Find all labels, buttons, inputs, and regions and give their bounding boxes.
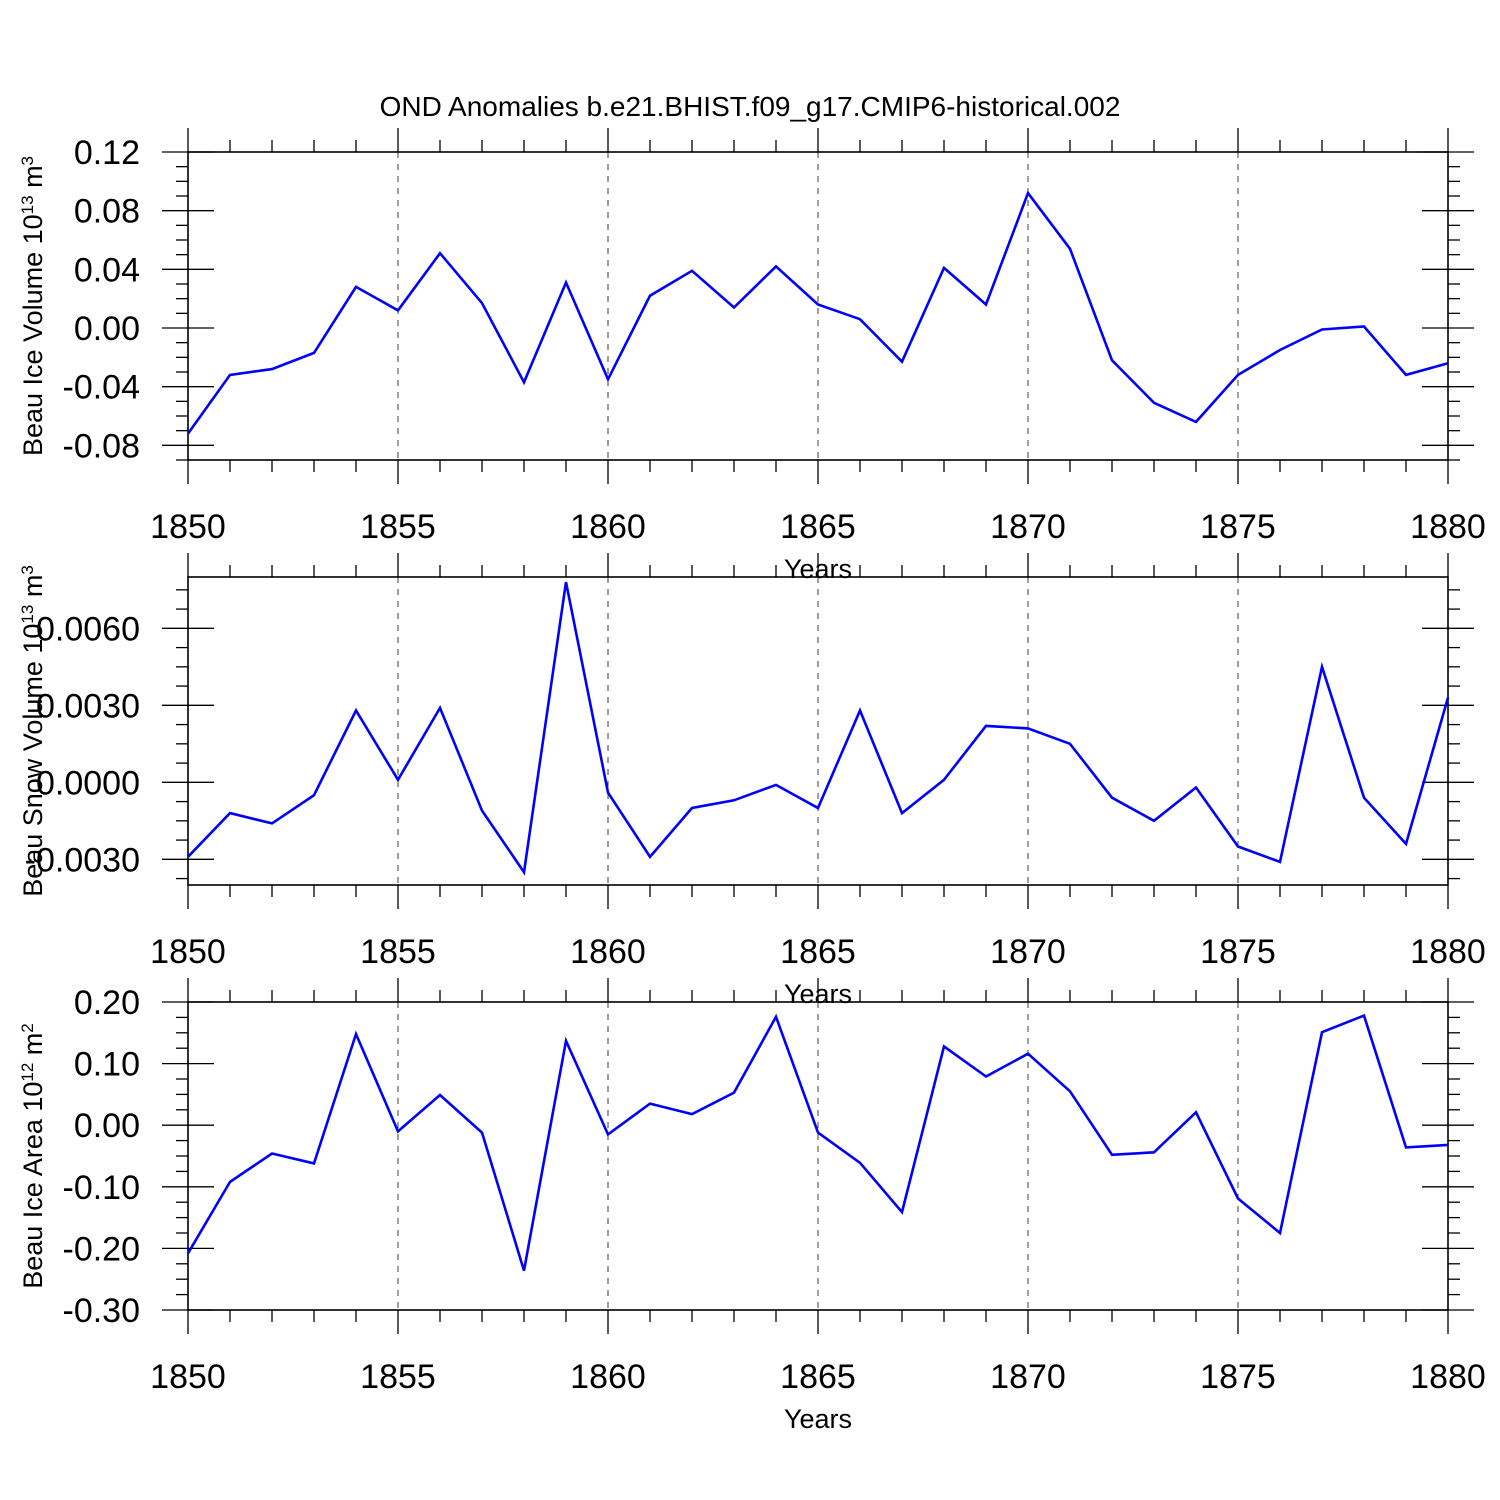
- x-tick-label: 1850: [150, 508, 226, 546]
- y-axis-title-sup: 13: [18, 195, 37, 214]
- plot-frame: [187, 1001, 1449, 1311]
- x-tick-label: 1865: [780, 933, 856, 971]
- x-tick-label: 1850: [150, 933, 226, 971]
- y-tick-label: 0.0030: [36, 687, 140, 725]
- chart-panels: 1850 1855 1860 1865 1870 1875 1880 -0.08 -0.04 0.…: [18, 128, 1486, 1434]
- y-axis-title-sup: 13: [18, 605, 37, 624]
- x-tick-label: 1865: [780, 1358, 856, 1396]
- chart-panel-1: 1850 1855 1860 1865 1870 1875 1880 -0.08 -0.04 0.…: [18, 128, 1486, 584]
- y-tick-label: 0.10: [74, 1046, 140, 1084]
- y-tick-label: 0.12: [74, 134, 140, 172]
- y-axis-title-main: Beau Ice Volume 10: [18, 214, 48, 456]
- chart-title: OND Anomalies b.e21.BHIST.f09_g17.CMIP6-…: [380, 91, 1121, 122]
- series-line: [186, 190, 1449, 435]
- series-line: [186, 1013, 1449, 1271]
- x-tick-label: 1880: [1410, 508, 1486, 546]
- y-tick-label: 0.00: [74, 310, 140, 348]
- y-tick-label: 0.0000: [36, 764, 140, 802]
- x-tick-label: 1855: [360, 1358, 436, 1396]
- y-axis-title: Beau Ice Volume 1013 m3: [18, 156, 49, 456]
- x-tick-label: 1875: [1200, 1358, 1276, 1396]
- y-tick-label: -0.20: [63, 1230, 141, 1268]
- x-tick-label: 1860: [570, 1358, 646, 1396]
- y-tick-label: -0.10: [63, 1169, 141, 1207]
- x-tick-label: 1855: [360, 508, 436, 546]
- x-tick-label: 1870: [990, 933, 1066, 971]
- y-axis-title-main: Beau Ice Area 10: [18, 1082, 48, 1289]
- chart-panel-2: 1850 1855 1860 1865 1870 1875 1880 -0.0030 0.000…: [18, 553, 1486, 1009]
- x-tick-label: 1880: [1410, 933, 1486, 971]
- y-axis-title-unit-sup: 3: [18, 156, 37, 165]
- x-tick-label: 1860: [570, 508, 646, 546]
- y-axis-title: Beau Snow Volume 1013 m3: [18, 565, 49, 897]
- x-tick-label: 1875: [1200, 933, 1276, 971]
- plot-frame: [187, 151, 1449, 461]
- x-tick-label: 1850: [150, 1358, 226, 1396]
- y-axis-title-unit-sup: 2: [18, 1023, 37, 1032]
- y-tick-label: -0.0030: [25, 841, 140, 879]
- y-axis-title-unit-sup: 3: [18, 565, 37, 574]
- x-axis-title: Years: [784, 1404, 852, 1434]
- x-tick-label: 1875: [1200, 508, 1276, 546]
- y-axis-title-unit: m: [18, 575, 48, 605]
- y-tick-label: 0.08: [74, 193, 140, 231]
- y-tick-label: -0.08: [63, 427, 141, 465]
- y-axis-title-sup: 12: [18, 1063, 37, 1082]
- y-tick-label: 0.04: [74, 251, 140, 289]
- x-tick-label: 1880: [1410, 1358, 1486, 1396]
- x-tick-label: 1860: [570, 933, 646, 971]
- y-axis-title-unit: m: [18, 165, 48, 195]
- y-tick-label: 0.0060: [36, 610, 140, 648]
- y-tick-label: -0.04: [63, 369, 141, 407]
- x-tick-label: 1855: [360, 933, 436, 971]
- y-axis-title-unit: m: [18, 1033, 48, 1063]
- x-tick-label: 1870: [990, 508, 1066, 546]
- series-line: [187, 581, 1450, 876]
- chart-panel-3: 1850 1855 1860 1865 1870 1875 1880 -0.30 -0.20 -0…: [18, 978, 1486, 1434]
- y-tick-label: 0.20: [74, 984, 140, 1022]
- y-axis-title: Beau Ice Area 1012 m2: [18, 1023, 49, 1289]
- y-tick-label: 0.00: [74, 1107, 140, 1145]
- x-tick-label: 1870: [990, 1358, 1066, 1396]
- plot-frame: [187, 576, 1449, 886]
- y-tick-label: -0.30: [63, 1292, 141, 1330]
- x-tick-label: 1865: [780, 508, 856, 546]
- y-axis-title-main: Beau Snow Volume 10: [18, 624, 48, 897]
